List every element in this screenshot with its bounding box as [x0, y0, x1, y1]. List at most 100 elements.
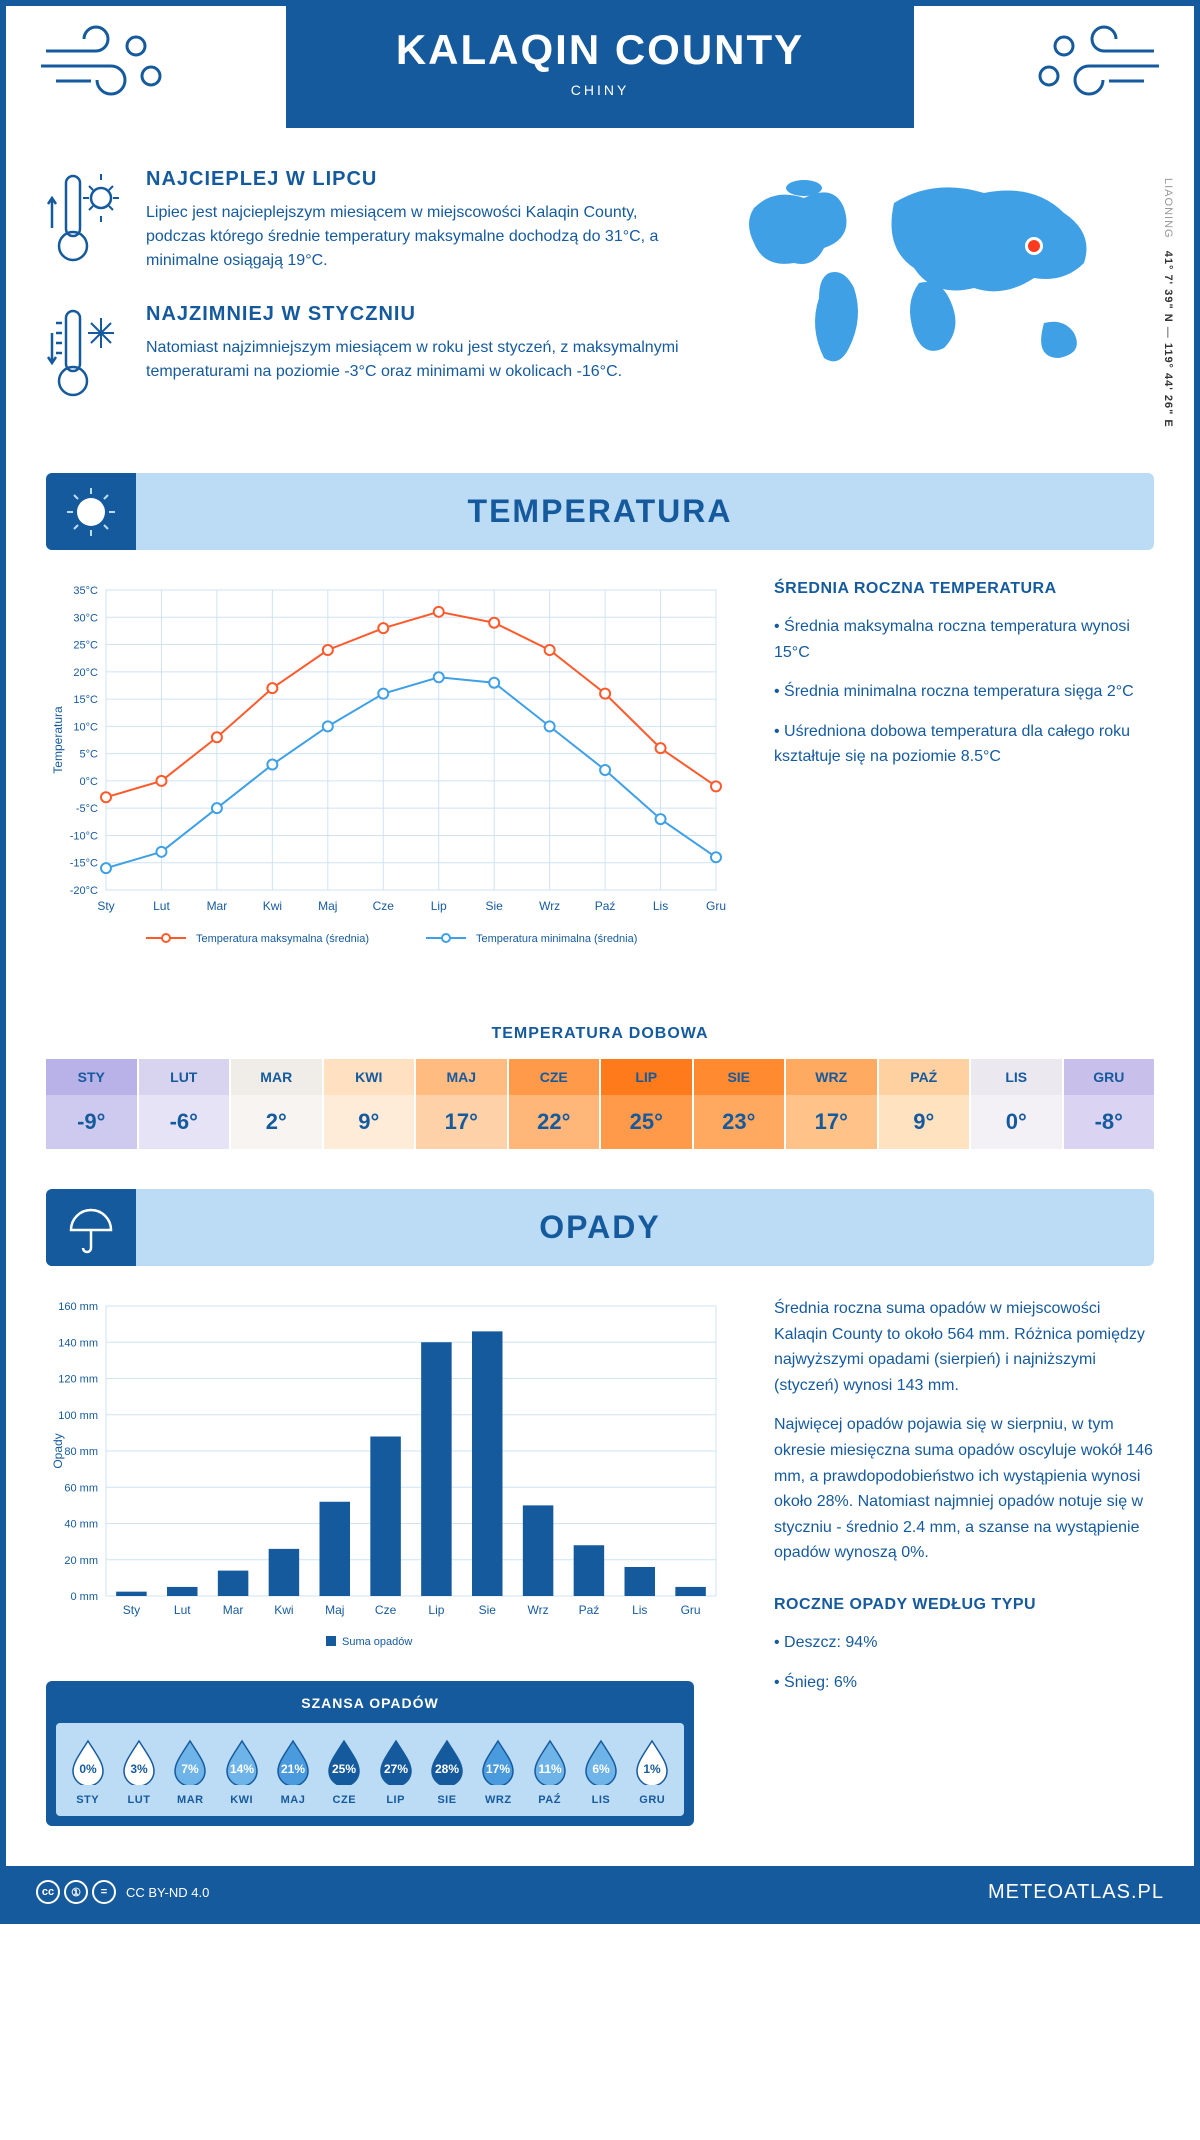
svg-text:25°C: 25°C: [73, 640, 98, 652]
svg-text:0 mm: 0 mm: [71, 1591, 99, 1603]
daily-temp-row: STY -9° LUT -6° MAR 2° KWI 9° MAJ 17° CZ…: [6, 1059, 1194, 1189]
daily-temp-cell: GRU -8°: [1064, 1059, 1155, 1149]
svg-text:28%: 28%: [435, 1762, 459, 1776]
wind-icon: [1024, 21, 1164, 101]
svg-text:Paź: Paź: [595, 899, 616, 913]
temp-bullet: • Średnia maksymalna roczna temperatura …: [774, 614, 1154, 665]
daily-temp-cell: WRZ 17°: [786, 1059, 877, 1149]
svg-text:0°C: 0°C: [80, 776, 99, 788]
svg-text:17%: 17%: [486, 1762, 510, 1776]
svg-text:Gru: Gru: [681, 1603, 701, 1617]
svg-text:Lis: Lis: [653, 899, 668, 913]
daily-temp-cell: MAJ 17°: [416, 1059, 507, 1149]
daily-temp-cell: KWI 9°: [324, 1059, 415, 1149]
daily-temp-cell: PAŹ 9°: [879, 1059, 970, 1149]
svg-text:10°C: 10°C: [73, 721, 98, 733]
precip-text: Najwięcej opadów pojawia się w sierpniu,…: [774, 1412, 1154, 1566]
fact-hot-text: Lipiec jest najcieplejszym miesiącem w m…: [146, 201, 694, 273]
svg-text:Lip: Lip: [431, 899, 447, 913]
license-text: CC BY-ND 4.0: [126, 1885, 209, 1900]
rain-chance-drop: 17% WRZ: [473, 1737, 524, 1806]
svg-text:-15°C: -15°C: [70, 858, 98, 870]
svg-text:Temperatura minimalna (średnia: Temperatura minimalna (średnia): [476, 933, 637, 945]
svg-text:5°C: 5°C: [80, 749, 99, 761]
temperature-chart: -20°C-15°C-10°C-5°C0°C5°C10°C15°C20°C25°…: [46, 580, 726, 960]
location-country: CHINY: [286, 82, 914, 98]
rain-chance-drop: 3% LUT: [113, 1737, 164, 1806]
svg-text:Sie: Sie: [486, 899, 504, 913]
svg-text:6%: 6%: [592, 1762, 610, 1776]
svg-text:140 mm: 140 mm: [58, 1337, 98, 1349]
svg-text:Mar: Mar: [207, 899, 228, 913]
fact-coldest: NAJZIMNIEJ W STYCZNIU Natomiast najzimni…: [46, 303, 694, 403]
svg-text:25%: 25%: [332, 1762, 356, 1776]
daily-temp-cell: LUT -6°: [139, 1059, 230, 1149]
svg-text:80 mm: 80 mm: [64, 1446, 98, 1458]
rain-chance-drop: 21% MAJ: [267, 1737, 318, 1806]
fact-cold-title: NAJZIMNIEJ W STYCZNIU: [146, 303, 694, 326]
svg-text:Temperatura: Temperatura: [51, 706, 65, 774]
svg-text:11%: 11%: [538, 1762, 562, 1776]
page-footer: cc①= CC BY-ND 4.0 METEOATLAS.PL: [6, 1866, 1194, 1918]
rain-chance-drop: 27% LIP: [370, 1737, 421, 1806]
daily-temp-cell: LIP 25°: [601, 1059, 692, 1149]
daily-temp-cell: CZE 22°: [509, 1059, 600, 1149]
svg-text:Paź: Paź: [579, 1603, 600, 1617]
section-precip: OPADY: [46, 1189, 1154, 1266]
svg-text:Suma opadów: Suma opadów: [342, 1636, 412, 1648]
page-header: KALAQIN COUNTY CHINY: [286, 6, 914, 128]
svg-text:Lis: Lis: [632, 1603, 647, 1617]
svg-text:35°C: 35°C: [73, 585, 98, 597]
svg-text:Wrz: Wrz: [539, 899, 560, 913]
sun-icon: [63, 484, 119, 540]
fact-cold-text: Natomiast najzimniejszym miesiącem w rok…: [146, 336, 694, 384]
svg-text:Cze: Cze: [375, 1603, 397, 1617]
fact-hot-title: NAJCIEPLEJ W LIPCU: [146, 168, 694, 191]
svg-text:Wrz: Wrz: [528, 1603, 549, 1617]
svg-text:-5°C: -5°C: [76, 803, 98, 815]
svg-text:Kwi: Kwi: [274, 1603, 293, 1617]
svg-text:Sty: Sty: [97, 899, 114, 913]
world-map: [734, 168, 1134, 388]
thermometer-cold-icon: [46, 303, 126, 403]
svg-text:21%: 21%: [281, 1762, 305, 1776]
temp-bullet: • Średnia minimalna roczna temperatura s…: [774, 679, 1154, 705]
rain-chance-drop: 0% STY: [62, 1737, 113, 1806]
rain-chance-drop: 6% LIS: [575, 1737, 626, 1806]
svg-text:40 mm: 40 mm: [64, 1519, 98, 1531]
rain-chance-drop: 28% SIE: [421, 1737, 472, 1806]
svg-text:Temperatura maksymalna (średni: Temperatura maksymalna (średnia): [196, 933, 369, 945]
svg-text:Gru: Gru: [706, 899, 726, 913]
precip-type-title: ROCZNE OPADY WEDŁUG TYPU: [774, 1596, 1154, 1614]
svg-text:120 mm: 120 mm: [58, 1374, 98, 1386]
rain-chance-drop: 11% PAŹ: [524, 1737, 575, 1806]
temp-side-title: ŚREDNIA ROCZNA TEMPERATURA: [774, 580, 1154, 598]
svg-text:15°C: 15°C: [73, 694, 98, 706]
precip-text: Średnia roczna suma opadów w miejscowośc…: [774, 1296, 1154, 1398]
rain-chance-drop: 1% GRU: [627, 1737, 678, 1806]
thermometer-hot-icon: [46, 168, 126, 268]
svg-text:Opady: Opady: [51, 1433, 65, 1468]
svg-text:Maj: Maj: [325, 1603, 344, 1617]
coordinates: LIAONING 41° 7' 39" N — 119° 44' 26" E: [1162, 178, 1174, 428]
svg-text:20 mm: 20 mm: [64, 1555, 98, 1567]
daily-temp-title: TEMPERATURA DOBOWA: [6, 1025, 1194, 1043]
svg-text:14%: 14%: [230, 1762, 254, 1776]
precip-type-bullet: • Śnieg: 6%: [774, 1670, 1154, 1696]
cc-icon: cc①=: [36, 1880, 116, 1904]
precip-type-bullet: • Deszcz: 94%: [774, 1630, 1154, 1656]
rain-chance-drop: 7% MAR: [165, 1737, 216, 1806]
svg-text:60 mm: 60 mm: [64, 1482, 98, 1494]
svg-text:27%: 27%: [384, 1762, 408, 1776]
location-title: KALAQIN COUNTY: [286, 26, 914, 74]
section-temperature: TEMPERATURA: [46, 473, 1154, 550]
svg-text:3%: 3%: [130, 1762, 148, 1776]
rain-chance-drop: 25% CZE: [319, 1737, 370, 1806]
daily-temp-cell: STY -9°: [46, 1059, 137, 1149]
svg-text:Lip: Lip: [428, 1603, 444, 1617]
umbrella-icon: [63, 1200, 119, 1256]
svg-text:Mar: Mar: [223, 1603, 244, 1617]
svg-text:Sie: Sie: [479, 1603, 497, 1617]
svg-text:Sty: Sty: [123, 1603, 140, 1617]
svg-text:Lut: Lut: [174, 1603, 191, 1617]
